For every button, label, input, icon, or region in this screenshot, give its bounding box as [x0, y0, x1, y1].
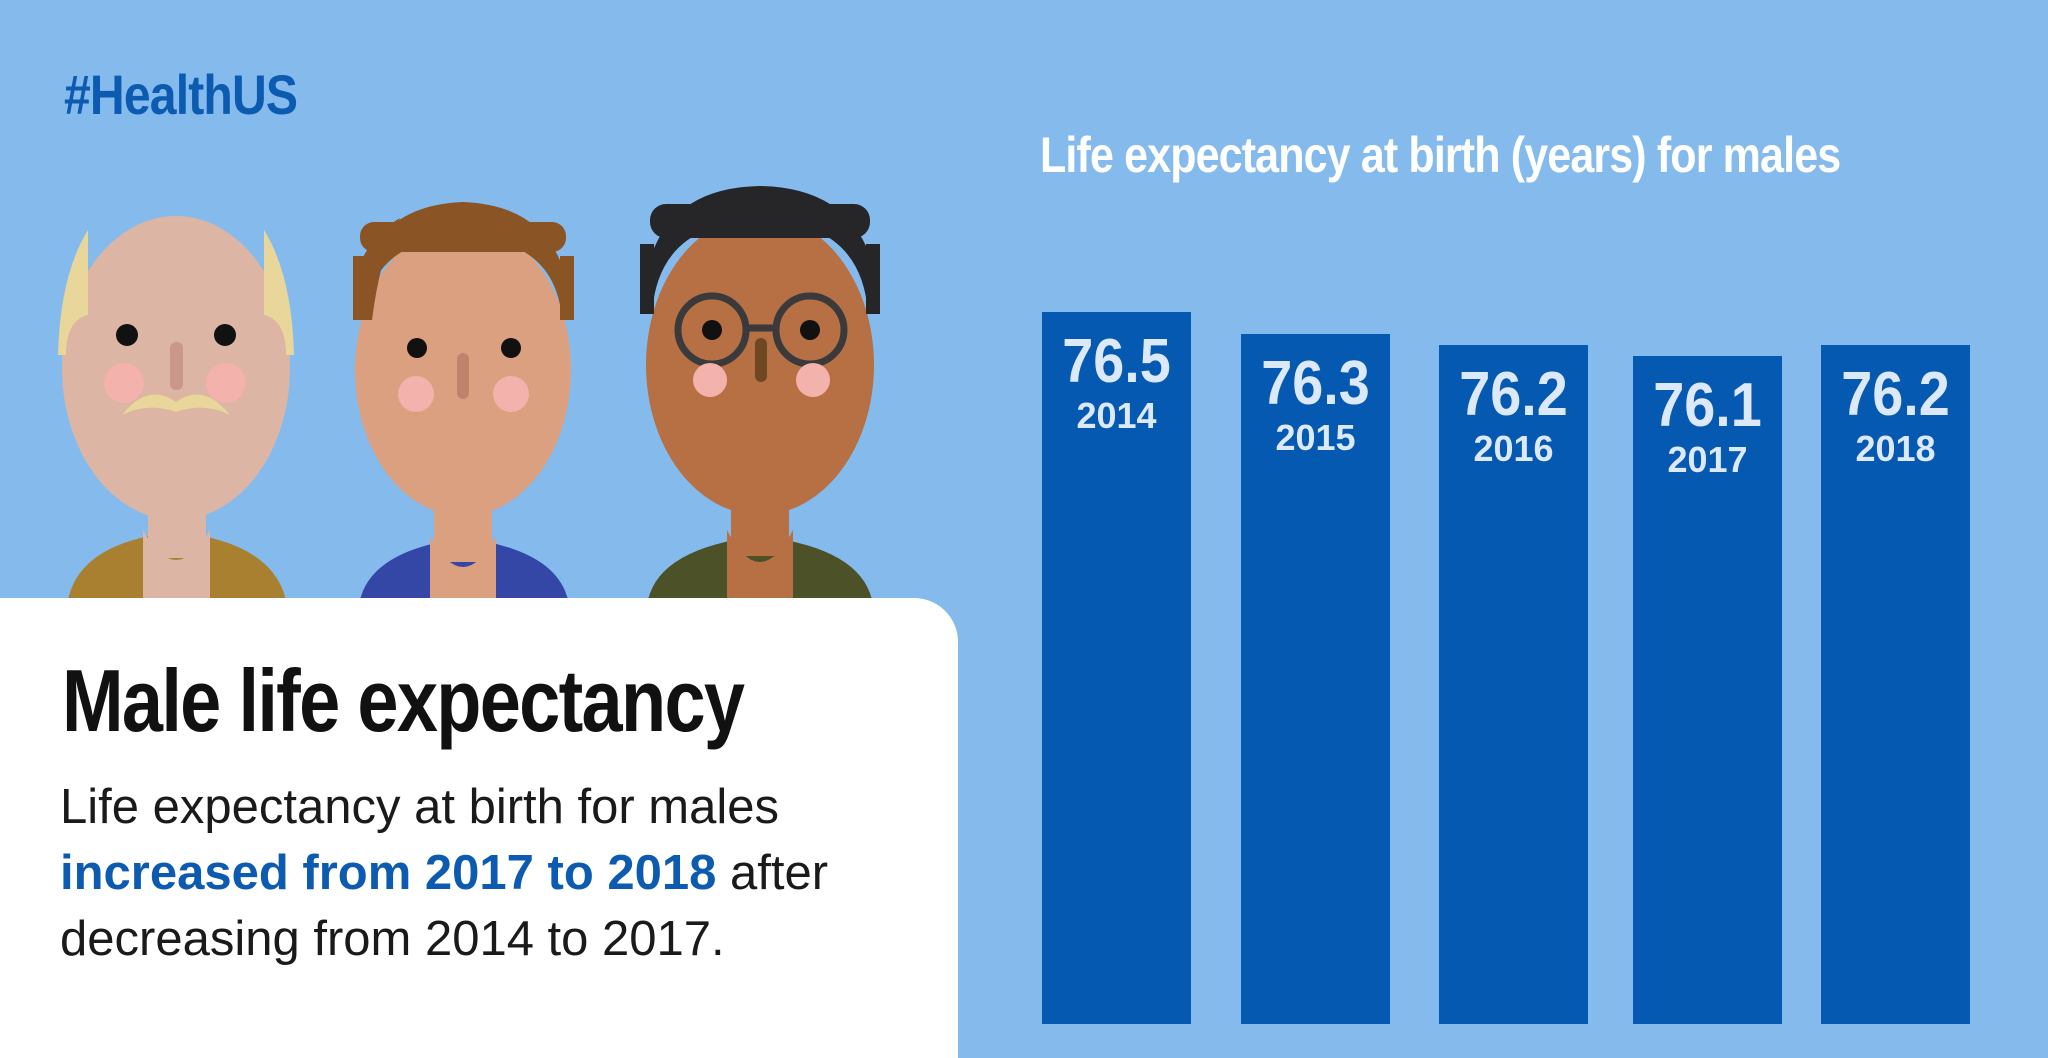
description-highlight: increased from 2017 to 2018	[60, 846, 717, 900]
bar-value-label-2014: 76.5	[1062, 327, 1171, 395]
bar-value-label-2015: 76.3	[1261, 349, 1370, 417]
bar-2014	[1042, 312, 1191, 1024]
bar-value-label-2016: 76.2	[1459, 360, 1568, 428]
bar-2018	[1821, 345, 1970, 1024]
infographic: #HealthUS Life expectancy at birth (year…	[0, 63, 1970, 1058]
card-description: Life expectancy at birth for males incre…	[60, 774, 940, 972]
card-title: Male life expectancy	[62, 651, 745, 750]
bar-value-label-2018: 76.2	[1841, 360, 1950, 428]
bar-year-label-2016: 2016	[1473, 428, 1553, 469]
people-illustration	[58, 186, 880, 600]
person-glasses-icon	[640, 186, 880, 600]
bar-year-label-2017: 2017	[1667, 439, 1747, 480]
bar-year-label-2018: 2018	[1855, 428, 1935, 469]
person-older-man-icon	[58, 216, 294, 600]
bar-2017	[1633, 356, 1782, 1024]
bar-year-label-2015: 2015	[1275, 417, 1355, 458]
description-text-end: after decreasing from 2014 to 2017.	[60, 846, 829, 966]
bar-2015	[1241, 334, 1390, 1024]
bar-2016	[1439, 345, 1588, 1024]
text-card	[0, 598, 958, 1058]
hashtag: #HealthUS	[64, 63, 298, 126]
bar-year-label-2014: 2014	[1076, 395, 1156, 436]
description-text-start: Life expectancy at birth for males	[60, 780, 780, 834]
bar-value-label-2017: 76.1	[1653, 371, 1762, 439]
person-brown-hair-icon	[353, 202, 574, 600]
chart-title: Life expectancy at birth (years) for mal…	[1040, 127, 1841, 183]
